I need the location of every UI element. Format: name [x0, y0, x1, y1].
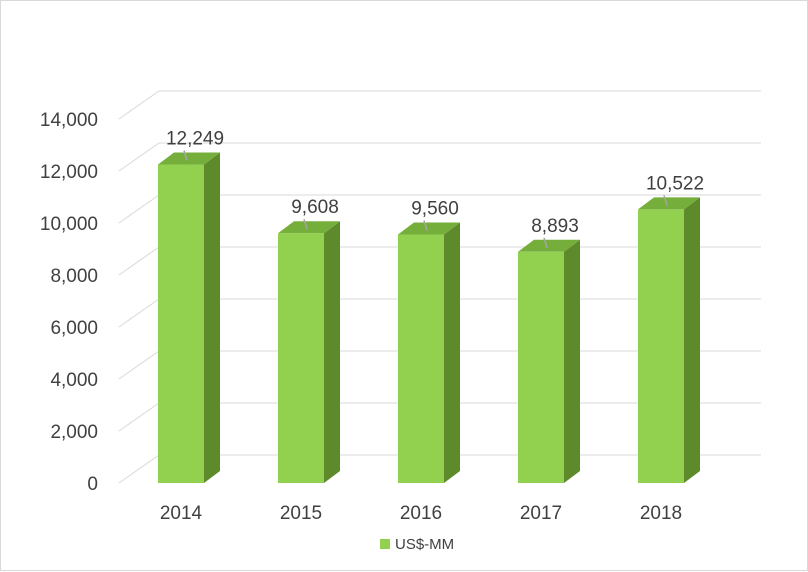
legend-label: US$-MM: [395, 536, 454, 553]
x-tick-label: 2015: [280, 503, 322, 524]
bars: [158, 152, 700, 484]
y-tick-label: 8,000: [50, 266, 98, 287]
y-tick-label: 6,000: [50, 318, 98, 339]
bar-top: [398, 222, 460, 235]
bar-front: [518, 251, 564, 483]
gridline-depth: [118, 298, 160, 328]
gridline-depth: [118, 350, 160, 380]
bar-2015: [278, 221, 340, 483]
gridline-depth: [118, 194, 160, 224]
data-label-leader: [543, 237, 548, 248]
bar-side: [444, 222, 460, 483]
y-tick-label: 0: [87, 474, 98, 495]
data-label-leader: [663, 195, 668, 206]
bar-top: [278, 221, 340, 234]
bar-2017: [518, 239, 580, 483]
bar-front: [278, 233, 324, 483]
x-tick-label: 2014: [160, 503, 203, 524]
x-axis-ticks: 2014 2015 2016 2017 2018: [160, 503, 682, 524]
y-tick-label: 4,000: [50, 370, 98, 391]
data-label: 10,522: [646, 173, 704, 194]
gridline-depth: [118, 90, 160, 120]
bar-side: [204, 152, 220, 483]
data-label: 9,608: [291, 197, 339, 218]
data-label-leader: [423, 220, 428, 231]
data-label-leader: [303, 218, 308, 230]
gridline-depth: [118, 402, 160, 432]
bar-front: [158, 164, 204, 483]
gridline-depth: [118, 454, 160, 484]
gridline-depth: [118, 246, 160, 276]
bar-top: [638, 197, 700, 210]
data-label: 8,893: [531, 216, 579, 237]
bar-side: [684, 197, 700, 484]
y-tick-label: 14,000: [40, 110, 98, 131]
legend-swatch: [380, 539, 390, 549]
data-labels: 12,249 9,608 9,560 8,893 10,522: [166, 129, 704, 248]
y-tick-label: 10,000: [40, 214, 98, 235]
bar-side: [564, 239, 580, 483]
x-tick-label: 2017: [520, 503, 562, 524]
bar-side: [324, 221, 340, 483]
y-tick-label: 2,000: [50, 422, 98, 443]
data-label: 9,560: [411, 198, 459, 219]
bar-front: [638, 209, 684, 484]
y-tick-label: 12,000: [40, 162, 98, 183]
bar-front: [398, 234, 444, 483]
y-axis-ticks: 0 2,000 4,000 6,000 8,000 10,000 12,000 14,000: [40, 110, 98, 495]
x-tick-label: 2018: [640, 503, 682, 524]
gridline-depth: [118, 142, 160, 172]
data-label-leader: [183, 150, 188, 161]
data-label: 12,249: [166, 129, 224, 150]
bar-2016: [398, 222, 460, 483]
legend: US$-MM: [380, 536, 454, 553]
bar-top: [158, 152, 220, 165]
bar-top: [518, 239, 580, 252]
bar-2018: [638, 197, 700, 484]
bar-2014: [158, 152, 220, 483]
x-tick-label: 2016: [400, 503, 442, 524]
